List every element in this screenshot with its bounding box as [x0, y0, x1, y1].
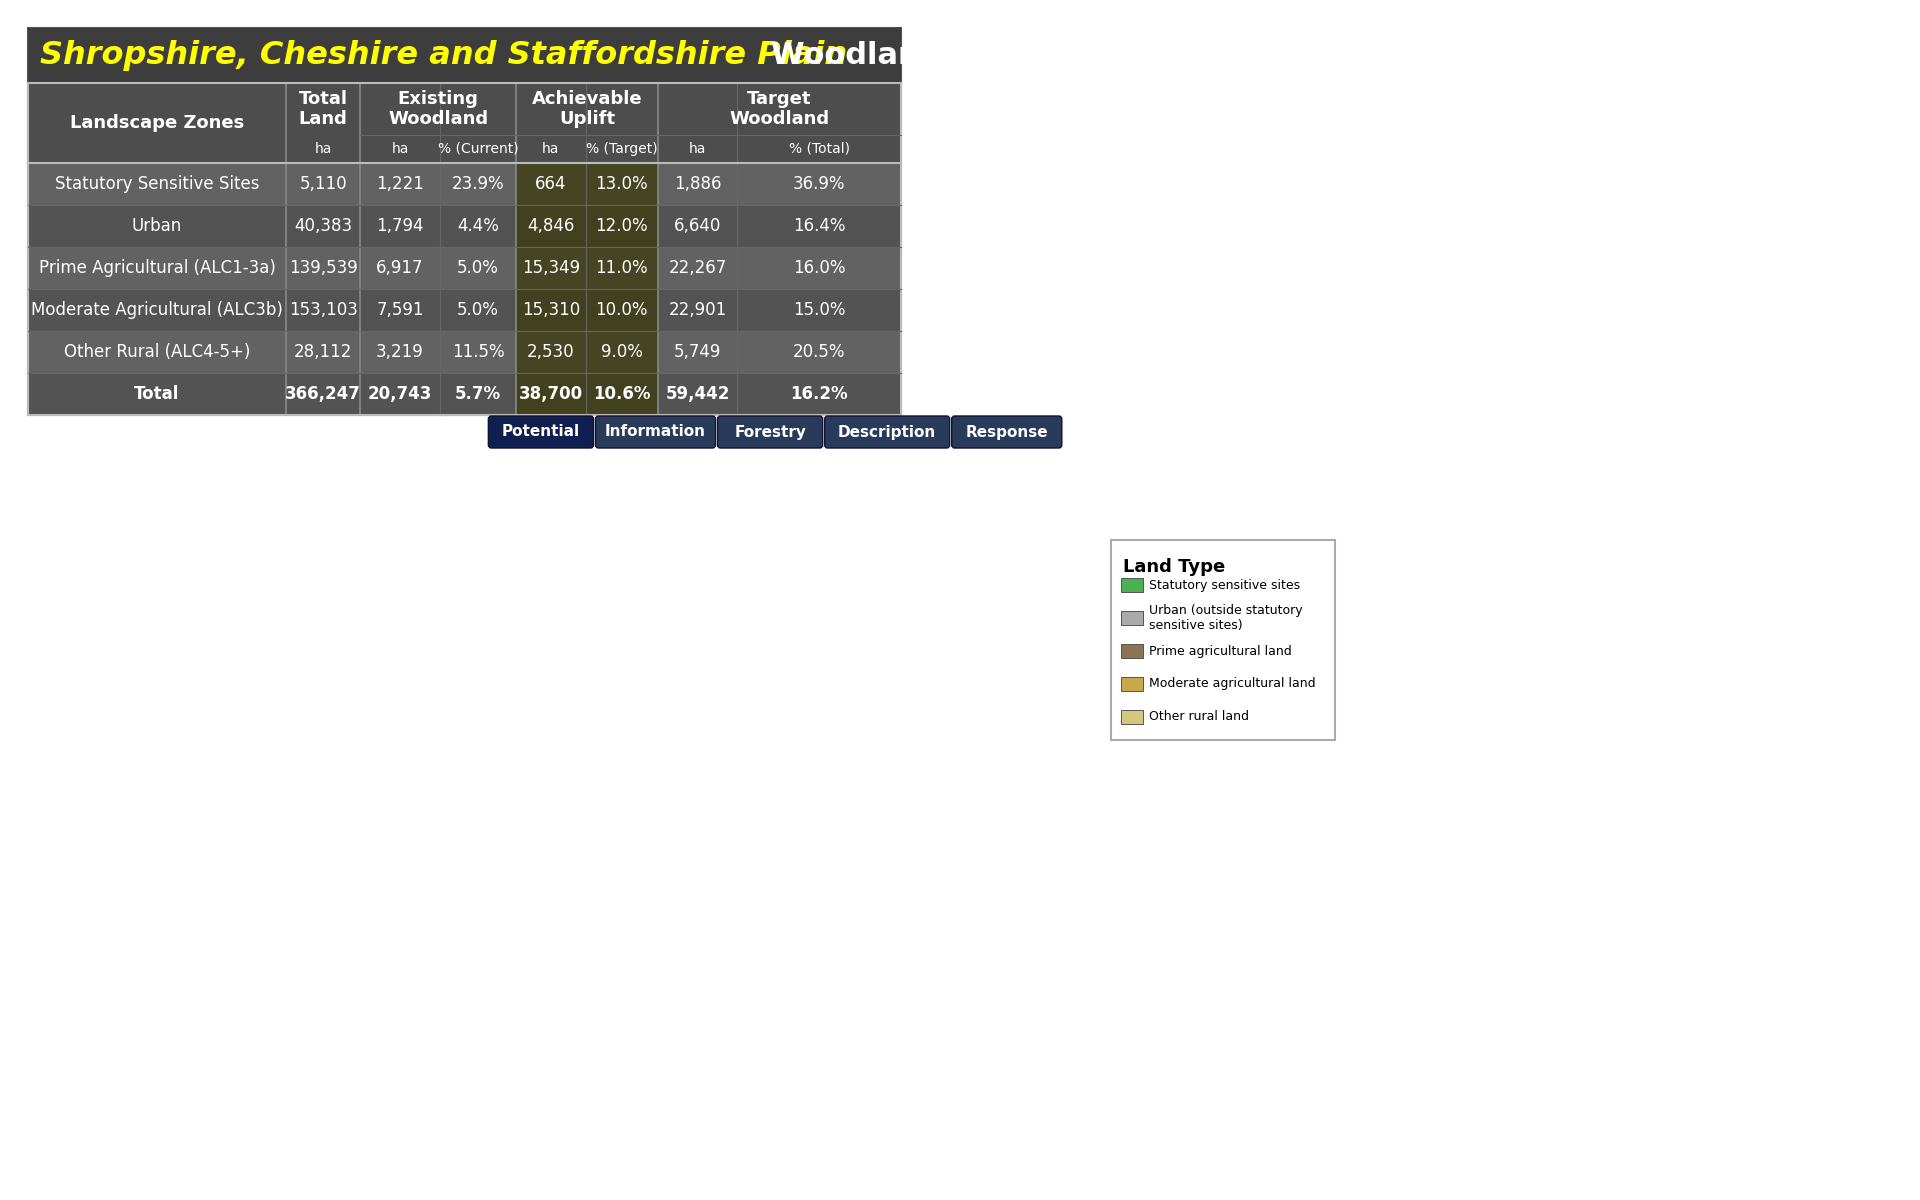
Text: 5,749: 5,749: [674, 343, 722, 361]
Text: Land Type: Land Type: [1123, 558, 1225, 576]
Text: Total
Land: Total Land: [300, 90, 348, 128]
Text: 15,310: 15,310: [522, 301, 580, 319]
Bar: [29, 205, 900, 247]
Text: % (Target): % (Target): [586, 142, 659, 156]
Bar: [29, 289, 900, 331]
Text: Forestry: Forestry: [733, 425, 806, 439]
Text: 6,917: 6,917: [376, 259, 424, 277]
Bar: [516, 373, 659, 415]
Text: 1,221: 1,221: [376, 175, 424, 193]
Text: 16.2%: 16.2%: [791, 385, 849, 403]
Text: Moderate Agricultural (ALC3b): Moderate Agricultural (ALC3b): [31, 301, 282, 319]
Text: Total: Total: [134, 385, 180, 403]
Bar: [516, 247, 659, 289]
Bar: [29, 28, 900, 83]
Text: 20.5%: 20.5%: [793, 343, 845, 361]
Text: Prime Agricultural (ALC1-3a): Prime Agricultural (ALC1-3a): [38, 259, 275, 277]
Text: 40,383: 40,383: [294, 217, 351, 235]
Bar: [516, 331, 659, 373]
Text: 36.9%: 36.9%: [793, 175, 845, 193]
Bar: [1121, 710, 1142, 724]
Text: Response: Response: [966, 425, 1048, 439]
Text: Description: Description: [837, 425, 937, 439]
Bar: [29, 247, 900, 289]
FancyBboxPatch shape: [718, 416, 822, 448]
Text: 9.0%: 9.0%: [601, 343, 643, 361]
Bar: [29, 163, 900, 205]
Text: 38,700: 38,700: [518, 385, 584, 403]
Text: 12.0%: 12.0%: [595, 217, 649, 235]
Text: 16.4%: 16.4%: [793, 217, 845, 235]
Text: 28,112: 28,112: [294, 343, 353, 361]
Text: 11.0%: 11.0%: [595, 259, 649, 277]
Text: Potential: Potential: [501, 425, 580, 439]
Text: Shropshire, Cheshire and Staffordshire Plain: Shropshire, Cheshire and Staffordshire P…: [40, 40, 847, 71]
Text: Achievable
Uplift: Achievable Uplift: [532, 90, 643, 128]
Text: Information: Information: [605, 425, 707, 439]
Text: ha: ha: [315, 142, 332, 156]
Text: 59,442: 59,442: [666, 385, 730, 403]
Text: 5,110: 5,110: [300, 175, 348, 193]
Text: Target
Woodland: Target Woodland: [730, 90, 829, 128]
Text: 4.4%: 4.4%: [457, 217, 499, 235]
Bar: [1112, 540, 1334, 740]
Text: 3,219: 3,219: [376, 343, 424, 361]
Text: Urban (outside statutory
sensitive sites): Urban (outside statutory sensitive sites…: [1148, 604, 1304, 632]
Bar: [516, 205, 659, 247]
Text: Other rural land: Other rural land: [1148, 710, 1250, 724]
Text: Landscape Zones: Landscape Zones: [69, 114, 244, 132]
Text: 153,103: 153,103: [288, 301, 357, 319]
Text: 5.7%: 5.7%: [455, 385, 501, 403]
Bar: [1121, 644, 1142, 658]
Bar: [516, 163, 659, 205]
Text: Urban: Urban: [132, 217, 182, 235]
Text: ha: ha: [541, 142, 559, 156]
Text: 10.0%: 10.0%: [595, 301, 649, 319]
FancyBboxPatch shape: [826, 416, 950, 448]
Bar: [1121, 677, 1142, 691]
Bar: [1121, 611, 1142, 625]
Bar: [29, 28, 900, 415]
Text: 4,846: 4,846: [528, 217, 574, 235]
Text: 5.0%: 5.0%: [457, 301, 499, 319]
FancyBboxPatch shape: [952, 416, 1062, 448]
Text: 15.0%: 15.0%: [793, 301, 845, 319]
Text: Woodland Potential: Woodland Potential: [772, 41, 1108, 70]
FancyBboxPatch shape: [595, 416, 716, 448]
Bar: [516, 289, 659, 331]
Text: % (Current): % (Current): [438, 142, 518, 156]
Text: 366,247: 366,247: [286, 385, 361, 403]
Text: 7,591: 7,591: [376, 301, 424, 319]
Text: 15,349: 15,349: [522, 259, 580, 277]
Text: Other Rural (ALC4-5+): Other Rural (ALC4-5+): [63, 343, 250, 361]
FancyBboxPatch shape: [488, 416, 593, 448]
Text: Existing
Woodland: Existing Woodland: [388, 90, 488, 128]
Text: Statutory Sensitive Sites: Statutory Sensitive Sites: [56, 175, 259, 193]
Bar: [29, 373, 900, 415]
Text: 664: 664: [536, 175, 566, 193]
Text: 1,886: 1,886: [674, 175, 722, 193]
Text: 1,794: 1,794: [376, 217, 424, 235]
Text: 6,640: 6,640: [674, 217, 722, 235]
Text: 20,743: 20,743: [369, 385, 432, 403]
Text: 22,901: 22,901: [668, 301, 728, 319]
Text: 2,530: 2,530: [528, 343, 574, 361]
Text: 22,267: 22,267: [668, 259, 728, 277]
Bar: [29, 331, 900, 373]
Bar: [1121, 578, 1142, 592]
Text: % (Total): % (Total): [789, 142, 851, 156]
Text: ha: ha: [392, 142, 409, 156]
Text: 10.6%: 10.6%: [593, 385, 651, 403]
Text: 16.0%: 16.0%: [793, 259, 845, 277]
Text: Prime agricultural land: Prime agricultural land: [1148, 644, 1292, 658]
Text: 13.0%: 13.0%: [595, 175, 649, 193]
Text: Statutory sensitive sites: Statutory sensitive sites: [1148, 578, 1300, 592]
Text: Moderate agricultural land: Moderate agricultural land: [1148, 678, 1315, 690]
Text: 5.0%: 5.0%: [457, 259, 499, 277]
Text: 11.5%: 11.5%: [451, 343, 505, 361]
Text: ha: ha: [689, 142, 707, 156]
Text: 139,539: 139,539: [288, 259, 357, 277]
Text: 23.9%: 23.9%: [451, 175, 505, 193]
